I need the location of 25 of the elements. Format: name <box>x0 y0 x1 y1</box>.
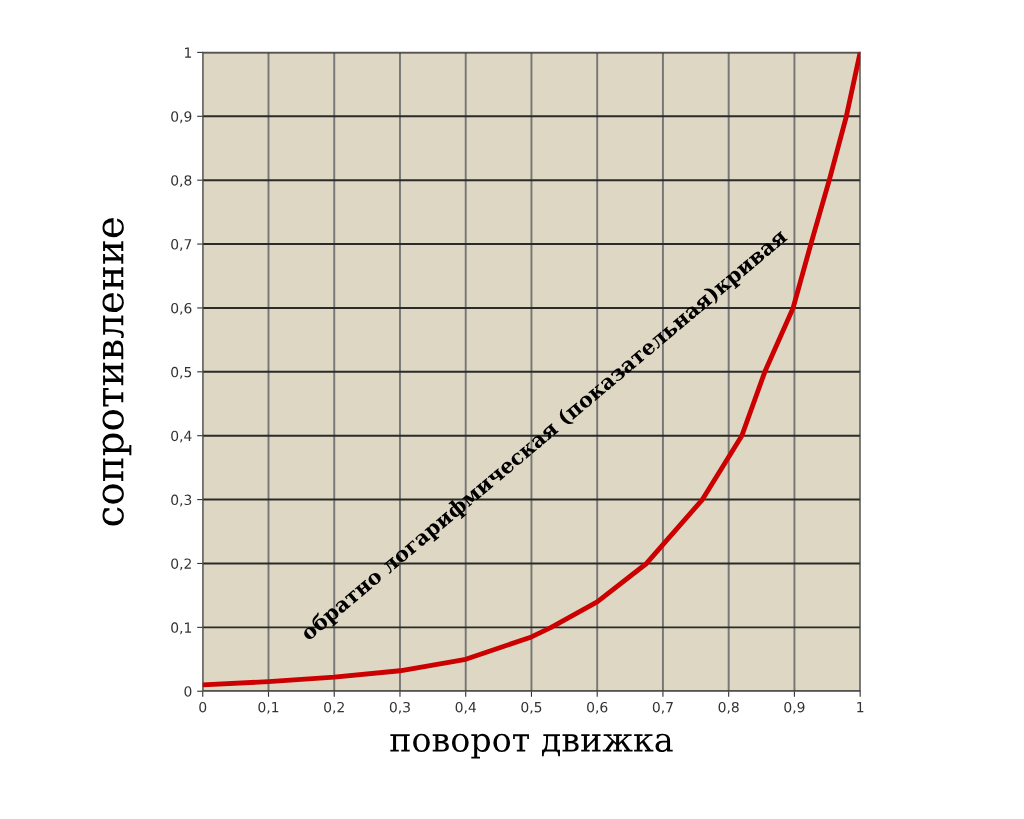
y-tick-label: 0,1 <box>171 622 192 635</box>
y-tick-label: 0,3 <box>171 494 192 507</box>
x-tick-label: 1 <box>857 702 864 713</box>
y-tick-label: 0,6 <box>171 302 192 315</box>
x-tick-label: 0,2 <box>324 701 344 714</box>
x-tick-label: 0,3 <box>389 701 410 714</box>
x-tick-label: 0,7 <box>652 701 673 714</box>
y-tick-label: 0 <box>184 686 192 697</box>
x-tick-label: 0,6 <box>587 701 608 714</box>
x-tick-label: 0 <box>199 701 207 713</box>
y-tick-label: 0,2 <box>171 558 191 571</box>
x-axis-title: поворот движка <box>390 733 673 759</box>
x-tick-label: 0,1 <box>258 701 279 714</box>
line-series <box>202 52 861 688</box>
x-tick-label: 0,9 <box>784 701 805 714</box>
y-tick-label: 0,8 <box>171 175 192 188</box>
y-tick-label: 0,7 <box>171 239 192 251</box>
y-tick-label: 1 <box>185 47 192 58</box>
x-tick-label: 0,5 <box>521 701 542 714</box>
x-tick-label: 0,8 <box>718 701 739 714</box>
y-axis-title: сопротивление <box>102 218 132 526</box>
x-tick-label: 0,4 <box>455 701 476 714</box>
y-tick-label: 0,5 <box>171 366 192 379</box>
y-tick-label: 0,9 <box>171 111 192 124</box>
y-tick-label: 0,4 <box>171 430 192 443</box>
